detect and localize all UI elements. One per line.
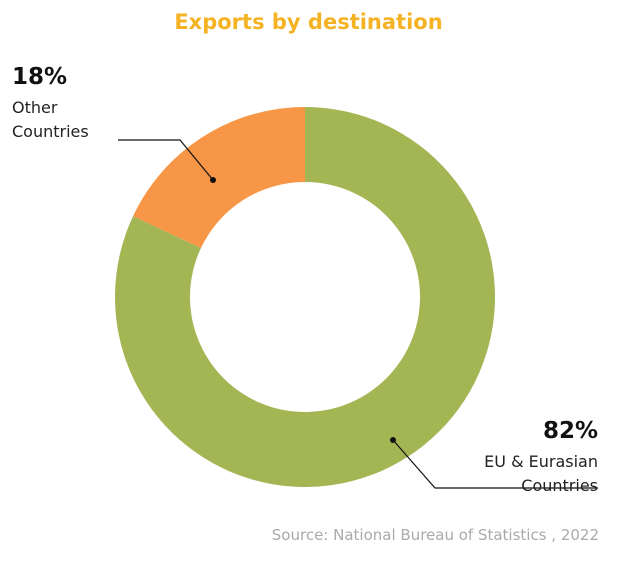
donut-slice <box>115 107 495 487</box>
leader-dot <box>210 177 216 183</box>
value-label: 18% <box>12 64 68 90</box>
value-label: 82% <box>542 418 598 444</box>
leader-line <box>392 439 598 489</box>
leader-dot <box>390 437 396 443</box>
leader-line <box>118 139 214 181</box>
category-label: Other Countries <box>12 98 89 141</box>
donut-slice <box>133 107 305 249</box>
category-label: EU & Eurasian Countries <box>484 452 598 495</box>
chart-title: Exports by destination <box>174 10 443 34</box>
source: Source: National Bureau of Statistics , … <box>271 526 599 544</box>
